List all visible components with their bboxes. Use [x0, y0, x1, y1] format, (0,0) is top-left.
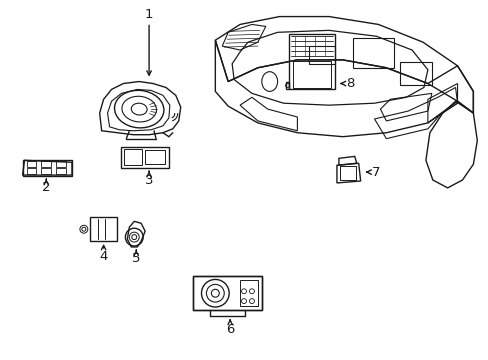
Text: 2: 2	[42, 181, 50, 194]
Bar	[145, 150, 164, 164]
Bar	[26, 168, 36, 174]
Bar	[240, 280, 257, 306]
Bar	[56, 161, 66, 167]
Bar	[22, 160, 72, 176]
Text: 6: 6	[225, 323, 234, 336]
Bar	[339, 166, 355, 180]
Text: 5: 5	[132, 252, 140, 265]
Bar	[293, 61, 330, 89]
Bar	[41, 161, 51, 167]
Bar	[56, 168, 66, 174]
Bar	[352, 38, 393, 68]
Text: 1: 1	[144, 8, 153, 21]
Bar	[121, 147, 168, 168]
Text: 7: 7	[371, 166, 380, 179]
Bar	[124, 149, 142, 165]
Bar	[192, 276, 261, 310]
Bar	[289, 34, 334, 89]
Bar	[90, 217, 117, 241]
Text: 3: 3	[144, 174, 153, 186]
Bar	[26, 161, 36, 167]
Bar	[308, 46, 334, 64]
Bar	[41, 168, 51, 174]
Text: 4: 4	[99, 250, 107, 263]
Text: 8: 8	[346, 77, 354, 90]
Bar	[399, 62, 431, 85]
